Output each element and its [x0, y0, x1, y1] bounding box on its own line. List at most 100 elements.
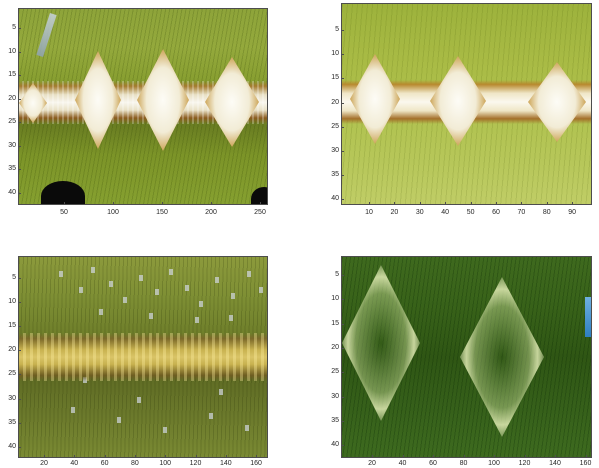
y-tick-mark [341, 78, 344, 80]
y-tick-label: 25 [331, 122, 339, 130]
x-tick-mark [546, 202, 548, 205]
x-tick-mark [470, 202, 472, 205]
y-tick-label: 5 [12, 24, 16, 31]
y-tick-mark [18, 326, 21, 328]
dark-region-left [41, 181, 85, 204]
x-tick-label: 20 [390, 209, 399, 216]
x-tick-label: 10 [365, 209, 373, 216]
speckle [163, 427, 167, 433]
x-tick-mark [555, 455, 556, 458]
y-tick-mark [341, 54, 344, 56]
x-tick-label: 70 [517, 209, 526, 216]
speckle [99, 309, 103, 315]
x-tick-mark [433, 455, 434, 458]
y-tick-label: 35 [331, 416, 339, 424]
speckle [247, 271, 251, 277]
y-tick-mark [18, 278, 21, 279]
x-tick-mark [572, 202, 574, 205]
y-tick-mark [341, 151, 344, 152]
x-tick-mark [104, 455, 106, 458]
y-tick-mark [18, 145, 21, 147]
y-tick-label: 15 [331, 319, 339, 327]
blue-edge-patch [585, 297, 591, 337]
dark-region-right [251, 187, 267, 204]
x-tick-mark [260, 202, 261, 205]
y-tick-label: 25 [8, 370, 16, 378]
x-tick-mark [165, 455, 167, 458]
y-tick-mark [341, 275, 344, 276]
x-tick-label: 40 [441, 209, 450, 216]
y-tick-label: 15 [8, 322, 16, 330]
x-tick-mark [369, 202, 370, 205]
speckle [117, 417, 121, 423]
y-tick-mark [18, 446, 21, 448]
x-tick-label: 100 [107, 209, 119, 216]
x-tick-mark [225, 455, 227, 458]
x-tick-mark [211, 202, 212, 205]
y-tick-mark [341, 347, 344, 349]
y-tick-label: 30 [8, 141, 16, 149]
speckle [229, 315, 233, 321]
speckle [155, 289, 159, 295]
x-tick-label: 200 [205, 209, 217, 216]
x-tick-mark [445, 202, 447, 205]
x-tick-label: 50 [466, 209, 475, 216]
y-tick-label: 20 [331, 98, 339, 106]
x-tick-label: 80 [130, 460, 139, 467]
x-tick-mark [496, 202, 497, 205]
y-tick-mark [18, 398, 21, 400]
y-tick-label: 35 [331, 171, 339, 179]
x-tick-mark [256, 455, 258, 458]
x-tick-label: 60 [492, 209, 500, 216]
y-tick-label: 10 [331, 295, 339, 303]
y-tick-label: 5 [335, 271, 339, 278]
y-tick-mark [341, 126, 344, 128]
y-tick-mark [341, 199, 344, 201]
x-tick-label: 60 [429, 460, 437, 467]
y-tick-mark [18, 422, 21, 424]
y-tick-label: 10 [8, 298, 16, 306]
speckle [139, 275, 143, 281]
x-tick-label: 140 [549, 460, 561, 467]
image-area [341, 256, 592, 458]
image-area [341, 3, 592, 205]
y-tick-label: 15 [331, 74, 339, 82]
speckle [219, 389, 223, 395]
x-tick-label: 120 [189, 460, 202, 467]
y-tick-label: 5 [12, 274, 16, 281]
x-tick-label: 60 [100, 460, 109, 467]
y-tick-mark [341, 420, 344, 422]
y-tick-mark [18, 374, 21, 376]
image-area [18, 256, 268, 458]
x-tick-label: 160 [250, 460, 262, 467]
x-tick-label: 140 [219, 460, 232, 467]
speckle [59, 271, 63, 277]
x-tick-label: 160 [579, 460, 592, 467]
y-tick-mark [18, 28, 21, 29]
x-tick-label: 30 [415, 209, 424, 216]
x-tick-label: 100 [488, 460, 500, 467]
x-tick-mark [524, 455, 526, 458]
y-tick-mark [341, 175, 344, 177]
speckle [209, 413, 213, 419]
y-tick-label: 40 [8, 188, 16, 196]
x-tick-mark [195, 455, 197, 458]
x-tick-label: 40 [398, 460, 407, 467]
y-tick-label: 20 [8, 94, 16, 102]
y-tick-mark [18, 192, 21, 194]
speckle [79, 287, 83, 293]
x-tick-label: 150 [156, 209, 168, 216]
y-tick-label: 10 [331, 50, 339, 58]
speckle [109, 281, 113, 287]
y-tick-label: 35 [8, 165, 16, 172]
x-tick-label: 40 [70, 460, 79, 467]
x-tick-mark [394, 202, 396, 205]
x-tick-mark [113, 202, 114, 205]
speckle [149, 313, 153, 319]
y-tick-mark [341, 396, 344, 398]
x-tick-label: 250 [254, 209, 266, 216]
x-tick-mark [74, 455, 76, 458]
y-tick-mark [18, 122, 21, 123]
x-tick-mark [372, 455, 373, 458]
y-tick-mark [341, 102, 344, 104]
